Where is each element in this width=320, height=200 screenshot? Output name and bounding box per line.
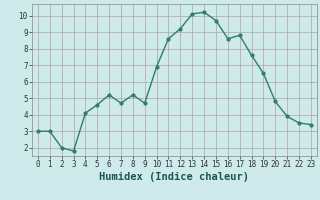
X-axis label: Humidex (Indice chaleur): Humidex (Indice chaleur)	[100, 172, 249, 182]
